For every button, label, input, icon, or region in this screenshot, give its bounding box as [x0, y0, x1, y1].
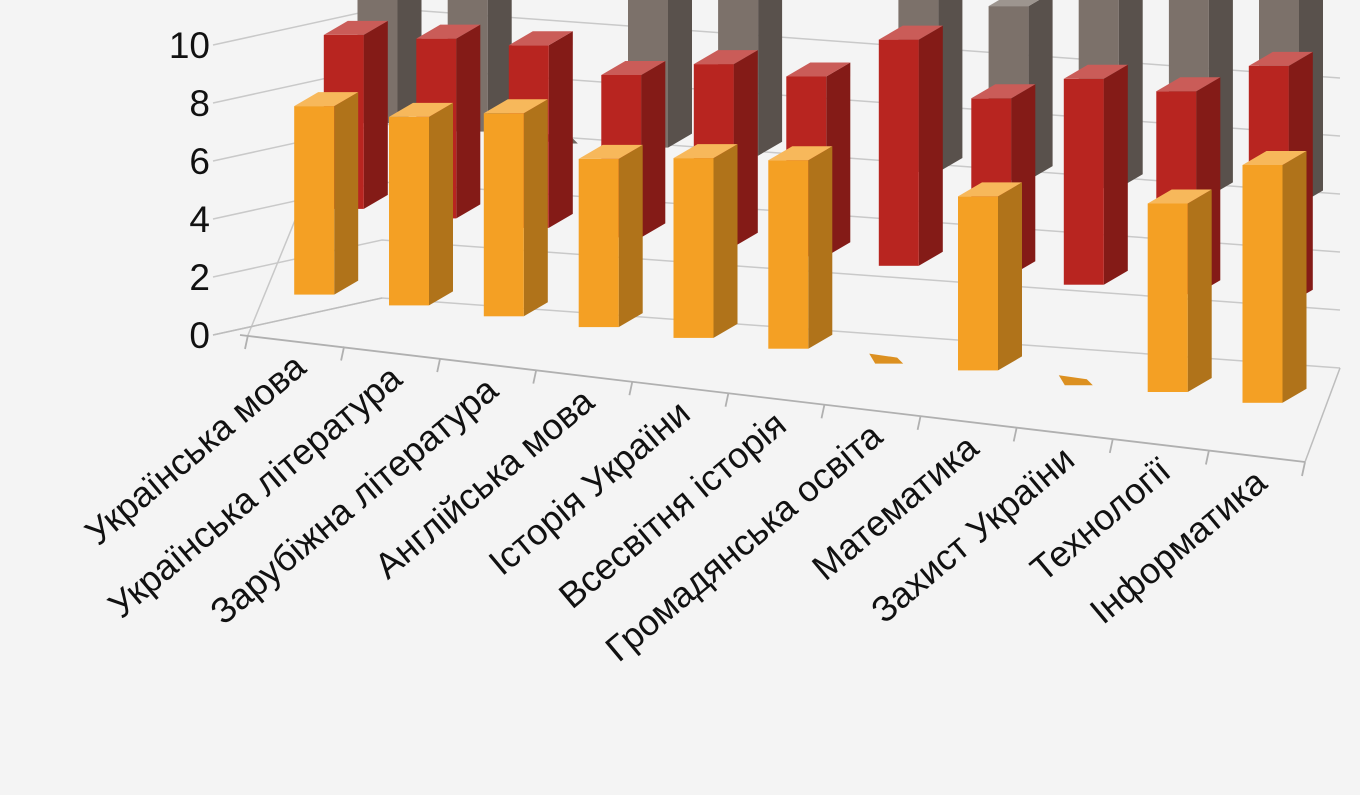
y-tick-label: 10	[169, 25, 210, 66]
bar-1-6	[768, 146, 833, 349]
bar-side	[523, 99, 548, 317]
y-tick-label: 0	[189, 315, 210, 356]
bar-top	[1147, 189, 1212, 204]
category-tick	[820, 404, 826, 419]
bar-side	[713, 144, 738, 338]
bar-side	[918, 25, 943, 266]
y-tick-label: 8	[189, 83, 210, 124]
bar-top	[988, 0, 1040, 7]
bar-1-5	[673, 144, 738, 338]
bar-top	[1063, 64, 1128, 79]
bar-side	[548, 31, 573, 228]
category-tick	[1108, 438, 1114, 454]
bar-side	[334, 92, 359, 295]
category-tick	[340, 346, 345, 361]
bar-top	[1156, 77, 1221, 92]
bar-front	[1147, 203, 1188, 392]
bar-1-8	[958, 182, 1022, 371]
bar-top	[693, 50, 758, 65]
bar-side	[429, 102, 453, 306]
category-tick	[724, 392, 730, 407]
bar-top	[1242, 151, 1307, 165]
bar-front	[1063, 78, 1104, 285]
bar-top	[508, 31, 573, 46]
bar-top	[878, 25, 943, 40]
bar-zero-face	[1058, 375, 1093, 386]
bar-top	[294, 92, 359, 107]
bar-side	[733, 50, 758, 247]
bar-1-10	[1147, 189, 1212, 392]
category-tick	[436, 357, 442, 373]
bar-top	[389, 102, 453, 117]
category-tick	[1205, 450, 1210, 465]
y-axis-labels: 0 2 4 6 8 10	[169, 25, 210, 356]
bar-side	[456, 24, 481, 219]
bar-top	[483, 99, 548, 114]
bar-side	[998, 182, 1022, 371]
bar-top	[673, 144, 738, 159]
y-tick-label: 6	[189, 141, 210, 182]
bar-front	[958, 196, 998, 371]
floor-left-edge	[212, 297, 383, 336]
bars	[294, 0, 1323, 403]
category-axis-line	[239, 334, 1306, 463]
bar-top	[768, 146, 833, 161]
bar-side	[668, 0, 692, 148]
bar-1-1	[294, 92, 359, 295]
bar-top	[578, 144, 643, 159]
bar-side	[1103, 64, 1128, 285]
bar-1-7	[869, 353, 904, 364]
y-tick-label: 2	[189, 257, 210, 298]
bar-front	[673, 158, 714, 338]
bar-side	[397, 0, 422, 124]
bar-side	[363, 20, 388, 209]
bar-side	[641, 61, 666, 238]
bar-side	[1282, 151, 1307, 403]
bar-1-2	[389, 102, 453, 306]
bar-front	[1242, 165, 1283, 403]
bar-front	[768, 160, 809, 349]
bar-top	[1248, 51, 1313, 66]
category-tick	[628, 381, 634, 396]
bar-1-4	[578, 144, 643, 328]
bar-front	[294, 106, 335, 295]
bar-2-7	[878, 25, 943, 266]
bar-front	[578, 158, 619, 328]
bar-front	[389, 116, 429, 306]
bar-top	[786, 62, 851, 77]
bar-1-11	[1242, 151, 1307, 403]
category-tick	[1012, 427, 1018, 442]
bar-side	[938, 0, 963, 172]
chart-floor	[212, 297, 1341, 477]
bar-1-3	[483, 99, 548, 317]
floor-right-edge	[1304, 367, 1341, 463]
bar-side	[758, 0, 783, 156]
category-tick	[532, 369, 538, 384]
bar-side	[618, 144, 643, 328]
bar-top	[323, 20, 388, 35]
bar-side	[808, 146, 833, 349]
bar-zero-face	[869, 353, 904, 364]
y-tick-label: 4	[189, 199, 210, 240]
category-tick	[244, 334, 249, 350]
bar-2-9	[1063, 64, 1128, 285]
bar-front	[878, 39, 919, 266]
category-tick	[1301, 461, 1306, 477]
bar-top	[601, 61, 666, 75]
bar-front	[483, 113, 524, 317]
category-tick	[916, 415, 922, 430]
bar-side	[1187, 189, 1212, 392]
bar-top	[416, 24, 481, 39]
bar-1-9	[1058, 375, 1093, 386]
bar-top	[958, 182, 1022, 197]
bar-top	[971, 84, 1036, 99]
bar-side	[487, 0, 512, 132]
